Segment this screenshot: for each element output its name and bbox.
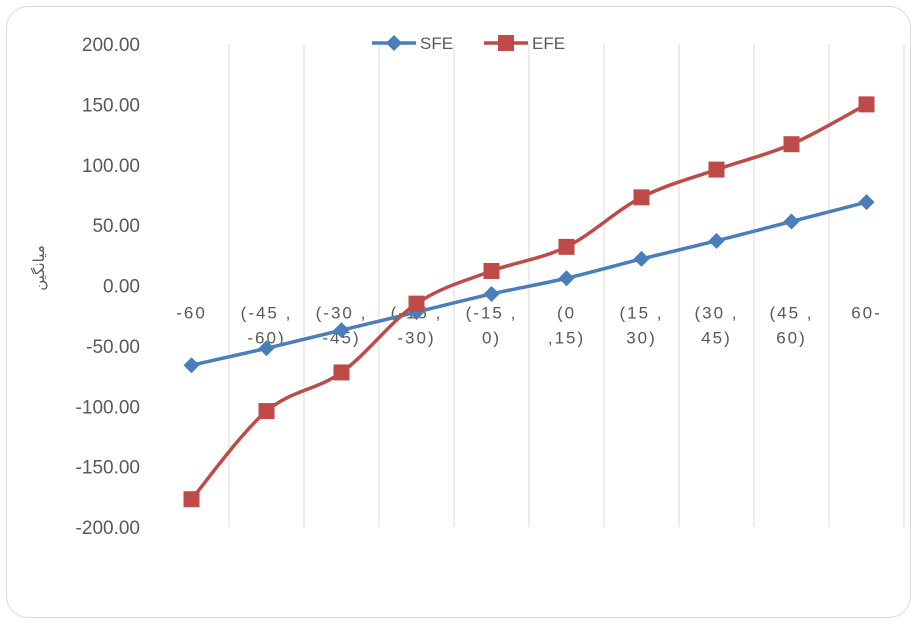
- legend-marker-efe: [498, 35, 514, 51]
- data-point-efe: [258, 403, 275, 420]
- data-point-efe: [558, 238, 575, 255]
- y-tick-label: 150.00: [82, 95, 140, 116]
- data-point-efe: [183, 491, 200, 508]
- data-point-efe: [858, 96, 875, 113]
- x-tick-label: 60): [776, 329, 807, 348]
- x-tick-label: ,15): [548, 329, 585, 348]
- data-point-sfe: [258, 340, 275, 357]
- x-tick-label: (0: [557, 304, 576, 323]
- data-point-sfe: [333, 322, 350, 339]
- x-tick-label: (30 ,: [694, 304, 738, 323]
- legend-label-efe: EFE: [532, 34, 565, 53]
- x-tick-label: 45): [701, 329, 732, 348]
- x-tick-label: (-30 ,: [316, 304, 368, 323]
- data-point-sfe: [858, 194, 875, 211]
- data-point-efe: [708, 161, 725, 178]
- x-tick-label: (-15 ,: [466, 304, 518, 323]
- x-tick-label: 0): [482, 329, 501, 348]
- data-point-sfe: [183, 357, 200, 374]
- y-tick-label: 200.00: [82, 35, 140, 56]
- series-line-sfe: [191, 200, 867, 367]
- y-tick-label: -150.00: [76, 458, 140, 479]
- data-point-sfe: [483, 285, 500, 302]
- x-tick-label: -60: [176, 304, 207, 323]
- data-point-sfe: [633, 250, 650, 267]
- data-point-efe: [333, 364, 350, 381]
- y-tick-label: 50.00: [92, 216, 140, 237]
- data-point-efe: [783, 136, 800, 153]
- data-point-efe: [633, 189, 650, 206]
- data-point-efe: [408, 295, 425, 312]
- legend-label-sfe: SFE: [420, 34, 453, 53]
- y-axis-label: میانگین: [30, 245, 48, 291]
- x-tick-label: -60): [247, 329, 285, 348]
- x-tick-label: 60-: [851, 304, 882, 323]
- x-tick-label: (-45 ,: [241, 304, 293, 323]
- y-tick-label: -100.00: [76, 397, 140, 418]
- x-tick-label: 30): [626, 329, 657, 348]
- y-axis-ticks: 200.00 150.00 100.00 50.00 0.00 -50.00 -100.00…: [76, 35, 140, 539]
- x-tick-label: (15 ,: [619, 304, 663, 323]
- x-tick-label: -30): [397, 329, 435, 348]
- chart-frame: [6, 6, 911, 618]
- y-tick-label: -200.00: [76, 518, 140, 539]
- data-point-sfe: [708, 232, 725, 249]
- data-point-efe: [483, 263, 500, 280]
- y-tick-label: 100.00: [82, 156, 140, 177]
- y-tick-label: 0.00: [103, 277, 140, 298]
- series-line-efe: [190, 102, 868, 501]
- y-tick-label: -50.00: [86, 337, 140, 358]
- legend-marker-sfe: [386, 35, 402, 51]
- data-point-sfe: [558, 270, 575, 287]
- data-point-sfe: [783, 213, 800, 230]
- legend: SFE EFE: [372, 34, 565, 53]
- series-layer: [183, 96, 875, 508]
- x-tick-label: (45 ,: [769, 304, 813, 323]
